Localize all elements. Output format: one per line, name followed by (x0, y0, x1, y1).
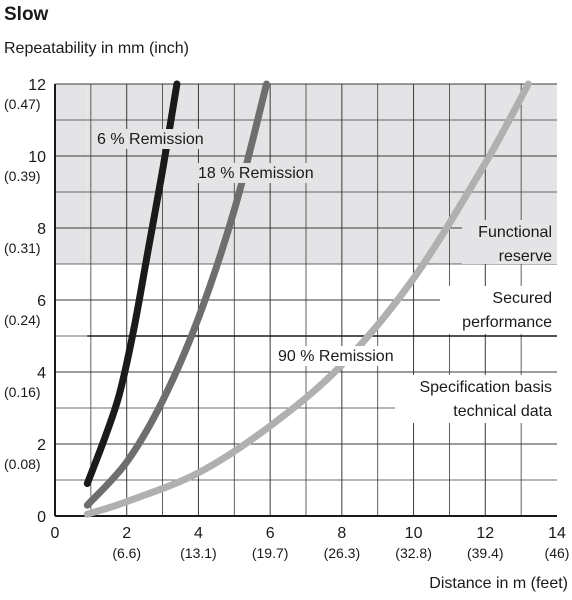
label-bg-functional-reserve (462, 220, 557, 264)
y-tick-sublabel: (0.47) (4, 96, 41, 112)
y-tick-sublabel: (0.16) (4, 384, 41, 400)
band-label: performance (462, 314, 552, 331)
chart-title: Slow (4, 4, 49, 25)
label-bg-secured-performance (440, 286, 557, 334)
x-tick-label: 4 (194, 525, 203, 542)
band-functional-reserve-left (55, 84, 88, 264)
x-axis-label: Distance in m (feet) (429, 575, 568, 592)
x-tick-sublabel: (26.3) (324, 545, 361, 561)
series-label: 6 % Remission (97, 131, 204, 148)
x-tick-sublabel: (6.6) (112, 545, 141, 561)
y-tick-label: 2 (37, 437, 46, 454)
y-tick-sublabel: (0.39) (4, 168, 41, 184)
y-tick-label: 10 (28, 149, 46, 166)
band-label: technical data (453, 403, 552, 420)
y-tick-label: 8 (37, 221, 46, 238)
band-label: Secured (492, 290, 552, 307)
y-tick-sublabel: (0.24) (4, 312, 41, 328)
x-tick-label: 6 (266, 525, 275, 542)
x-tick-sublabel: (46) (545, 545, 570, 561)
series-label: 18 % Remission (198, 165, 314, 182)
x-tick-sublabel: (19.7) (252, 545, 289, 561)
band-label: Functional (478, 224, 552, 241)
x-tick-label: 0 (51, 525, 60, 542)
label-bg-specification (395, 375, 557, 423)
series-label-bg (195, 163, 326, 183)
y-tick-label: 4 (37, 365, 46, 382)
y-tick-sublabel: (0.31) (4, 240, 41, 256)
series-label-bg (94, 129, 216, 149)
series-line-6-remission (83, 80, 181, 488)
x-tick-label: 14 (548, 525, 566, 542)
y-tick-sublabel: (0.08) (4, 456, 41, 472)
series-label-bg (275, 346, 406, 366)
x-tick-label: 10 (405, 525, 423, 542)
y-tick-label: 0 (37, 509, 46, 526)
x-tick-label: 12 (476, 525, 494, 542)
x-tick-label: 8 (337, 525, 346, 542)
x-tick-sublabel: (32.8) (395, 545, 432, 561)
band-label: reserve (499, 248, 552, 265)
y-tick-label: 6 (37, 293, 46, 310)
x-tick-sublabel: (39.4) (467, 545, 504, 561)
band-label: Specification basis (419, 379, 552, 396)
y-axis-label: Repeatability in mm (inch) (4, 40, 189, 57)
series-line-90-remission (83, 80, 532, 518)
series-label: 90 % Remission (278, 348, 394, 365)
x-tick-sublabel: (13.1) (180, 545, 217, 561)
x-tick-label: 2 (122, 525, 131, 542)
y-tick-label: 12 (28, 77, 46, 94)
